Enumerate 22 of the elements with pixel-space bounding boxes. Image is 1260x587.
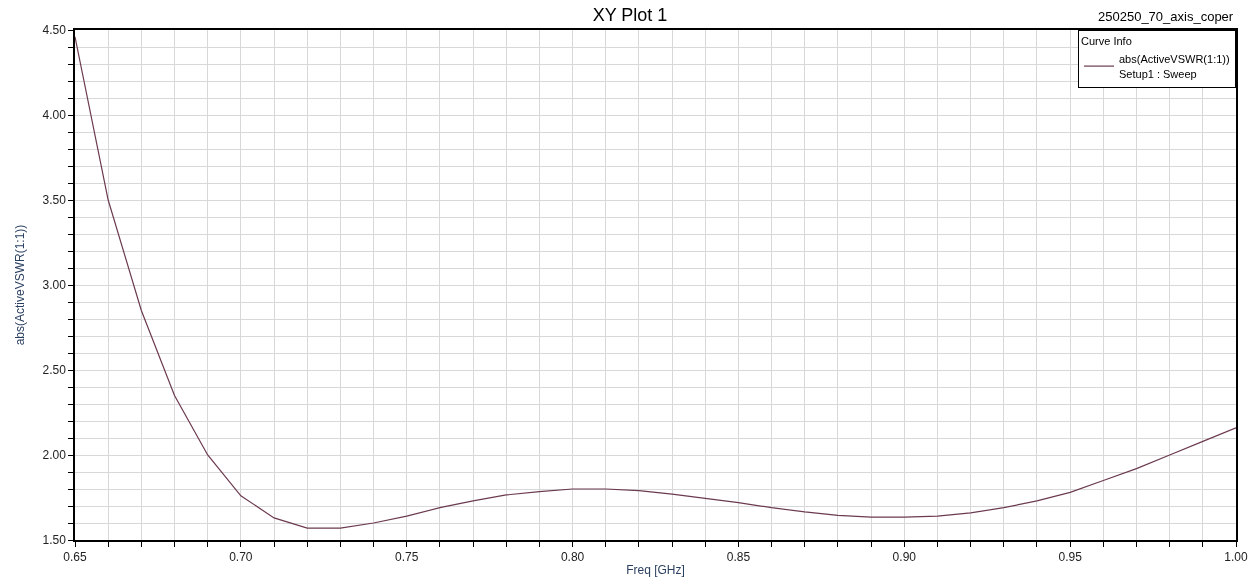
x-tick-label: 0.85: [726, 550, 751, 565]
chart-title: XY Plot 1: [592, 5, 668, 26]
y-axis-title: abs(ActiveVSWR(1:1)): [13, 224, 28, 346]
y-tick-label: 4.50: [42, 23, 67, 38]
y-tick-label: 2.00: [42, 448, 67, 463]
x-tick-label: 0.65: [63, 550, 87, 565]
legend-title: Curve Info: [1081, 35, 1132, 48]
y-tick-label: 2.50: [42, 363, 67, 378]
text: 250250_70_axis_coper: [1098, 9, 1234, 24]
x-tick-label: 0.75: [395, 550, 419, 565]
x-tick-label: 0.80: [560, 550, 585, 565]
line-series: [75, 36, 1236, 529]
x-axis-title: Freq [GHz]: [626, 562, 685, 577]
x-tick-label: 0.90: [892, 550, 917, 565]
y-tick-label: 4.00: [42, 108, 67, 123]
y-tick-label: 3.00: [42, 278, 67, 293]
legend-label: abs(ActiveVSWR(1:1)) Setup1 : Sweep: [1119, 53, 1230, 80]
y-tick-label: 1.50: [42, 533, 67, 548]
x-tick-label: 1.00: [1224, 550, 1248, 565]
x-tick-label: 0.70: [229, 550, 253, 565]
y-tick-label: 3.50: [42, 193, 67, 208]
x-tick-label: 0.95: [1058, 550, 1083, 565]
